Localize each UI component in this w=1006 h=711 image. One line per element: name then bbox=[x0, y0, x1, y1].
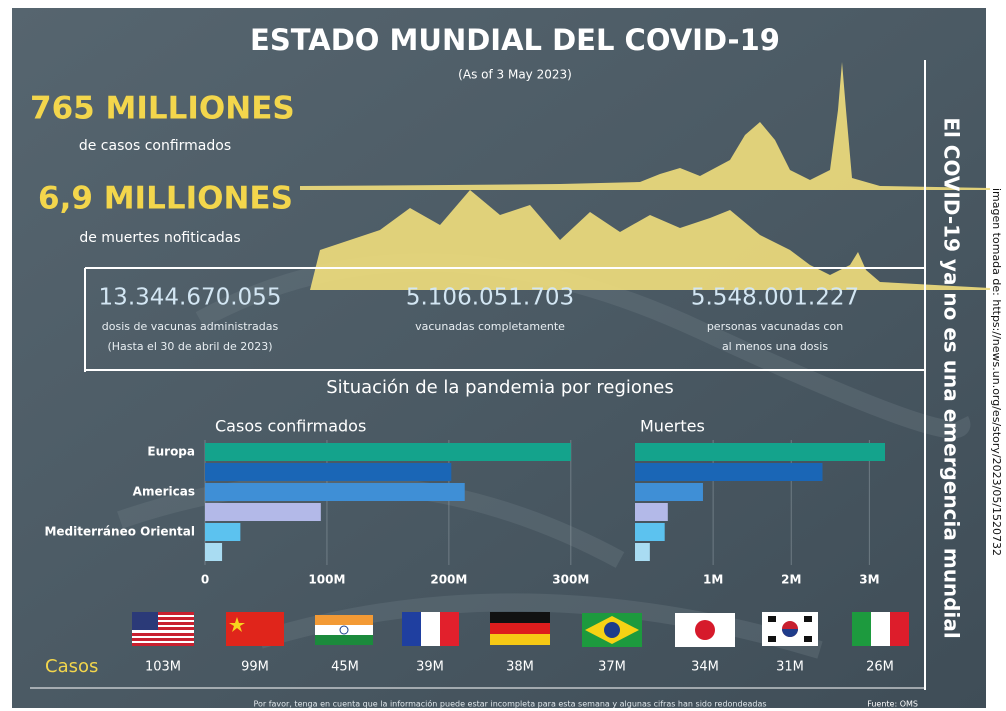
y-tick-label: Americas bbox=[133, 485, 195, 499]
flag-italy bbox=[852, 612, 909, 646]
country-cases: 99M bbox=[241, 660, 269, 675]
bar bbox=[635, 463, 823, 481]
country-cases: 31M bbox=[776, 660, 804, 675]
country-cases: 34M bbox=[691, 660, 719, 675]
bar bbox=[205, 543, 222, 561]
country-cases: 26M bbox=[866, 660, 894, 675]
country-cases: 38M bbox=[506, 660, 534, 675]
x-tick-label: 200M bbox=[430, 573, 467, 587]
date: (As of 3 May 2023) bbox=[458, 68, 572, 82]
cases-label: Casos bbox=[45, 656, 98, 677]
bar bbox=[205, 483, 465, 501]
infographic: ESTADO MUNDIAL DEL COVID-19 (As of 3 May… bbox=[0, 0, 1006, 711]
stat-label: vacunadas completamente bbox=[415, 320, 565, 333]
stat-label: dosis de vacunas administradas bbox=[102, 320, 279, 333]
flag-india bbox=[315, 615, 373, 645]
y-tick-label: Mediterráneo Oriental bbox=[44, 525, 195, 539]
headline-value: 6,9 MILLIONES bbox=[38, 181, 293, 217]
stat-label: al menos una dosis bbox=[722, 340, 828, 353]
side-title: El COVID-19 ya no es una emergencia mund… bbox=[940, 117, 964, 638]
x-tick-label: 300M bbox=[552, 573, 589, 587]
flag-japan bbox=[675, 613, 735, 647]
bar bbox=[205, 503, 321, 521]
stat-value: 5.106.051.703 bbox=[406, 285, 574, 311]
bar bbox=[635, 523, 665, 541]
bar bbox=[205, 443, 571, 461]
flag-usa bbox=[132, 612, 194, 646]
stat-label: personas vacunadas con bbox=[707, 320, 843, 333]
country-cases: 39M bbox=[416, 660, 444, 675]
flag-korea bbox=[762, 612, 818, 646]
y-tick-label: Europa bbox=[147, 445, 195, 459]
stat-label: (Hasta el 30 de abril de 2023) bbox=[107, 340, 272, 353]
x-tick-label: 3M bbox=[859, 573, 879, 587]
footer-note: Por favor, tenga en cuenta que la inform… bbox=[253, 699, 766, 709]
chart-title: Casos confirmados bbox=[215, 417, 366, 436]
bar bbox=[635, 503, 668, 521]
x-tick-label: 2M bbox=[781, 573, 801, 587]
title: ESTADO MUNDIAL DEL COVID-19 bbox=[250, 23, 780, 57]
country-cases: 37M bbox=[598, 660, 626, 675]
country-values: 103M 99M 45M 39M 38M 37M 34M 31M 26M bbox=[145, 660, 894, 675]
section-title: Situación de la pandemia por regiones bbox=[326, 377, 674, 398]
x-tick-label: 0 bbox=[201, 573, 209, 587]
bar bbox=[635, 483, 703, 501]
credit: imagen tomada de: https://news.un.org/es… bbox=[990, 188, 1003, 556]
flag-china bbox=[226, 612, 284, 646]
footer-source: Fuente: OMS bbox=[867, 700, 918, 709]
flag-brazil bbox=[582, 613, 642, 647]
bar bbox=[205, 523, 240, 541]
flag-france bbox=[402, 612, 459, 646]
stat-value: 5.548.001.227 bbox=[691, 285, 859, 311]
chart-title: Muertes bbox=[640, 417, 705, 436]
bar bbox=[635, 543, 650, 561]
bar bbox=[205, 463, 451, 481]
x-tick-label: 100M bbox=[308, 573, 345, 587]
country-cases: 103M bbox=[145, 660, 181, 675]
x-tick-label: 1M bbox=[703, 573, 723, 587]
country-cases: 45M bbox=[331, 660, 359, 675]
stat-value: 13.344.670.055 bbox=[99, 285, 282, 311]
flags bbox=[132, 612, 909, 647]
headline-label: de muertes nofiticadas bbox=[79, 230, 240, 246]
bar bbox=[635, 443, 885, 461]
headline-value: 765 MILLIONES bbox=[30, 91, 295, 127]
flag-germany bbox=[490, 612, 550, 645]
headline-label: de casos confirmados bbox=[79, 138, 231, 154]
